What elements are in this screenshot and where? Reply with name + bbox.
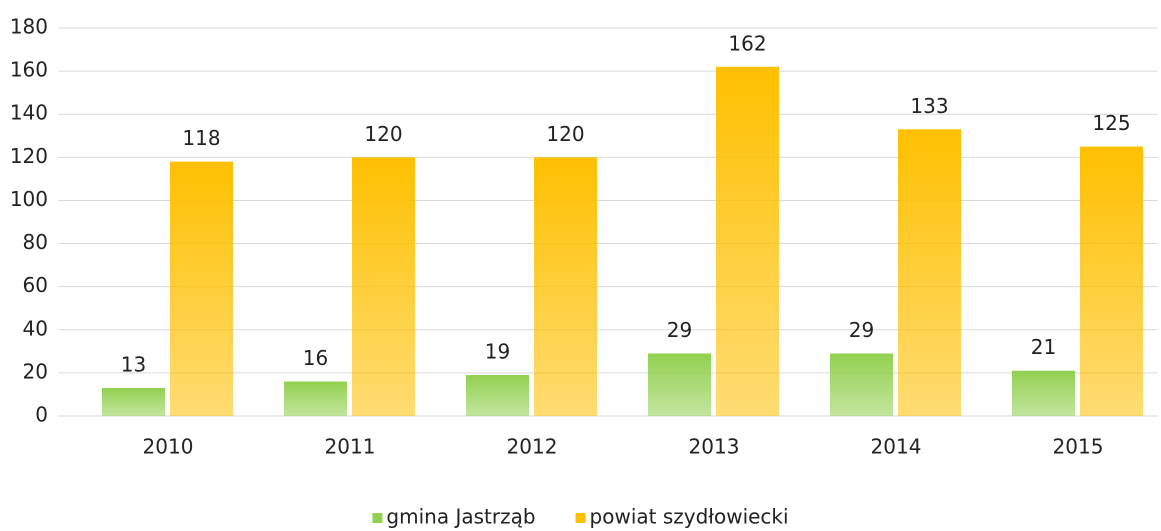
value-label: 162 [728,31,766,55]
bar [352,157,415,417]
bar [284,381,347,416]
value-label: 125 [1092,111,1130,135]
value-label: 19 [485,340,510,364]
y-tick-label: 120 [10,144,48,168]
y-tick-label: 80 [23,230,48,254]
x-tick-label: 2012 [507,435,558,459]
y-tick-label: 60 [23,273,48,297]
bar [1012,370,1075,416]
x-tick-label: 2010 [143,435,194,459]
value-label: 29 [849,318,874,342]
bar [716,66,779,417]
x-tick-label: 2013 [689,435,740,459]
value-label: 13 [121,352,146,376]
bar [466,375,529,416]
value-label: 29 [667,318,692,342]
legend-item: powiat szydłowiecki [575,505,789,529]
y-tick-label: 180 [10,15,48,39]
legend-label: gmina Jastrząb [386,505,535,529]
value-label: 133 [910,94,948,118]
value-label: 118 [182,126,220,150]
legend-swatch [575,513,586,523]
value-label: 21 [1031,335,1056,359]
bar [534,157,597,417]
x-tick-label: 2011 [325,435,376,459]
y-tick-label: 160 [10,58,48,82]
bar [898,129,961,417]
legend-label: powiat szydłowiecki [590,505,789,529]
value-label: 120 [546,122,584,146]
value-label: 16 [303,346,328,370]
y-tick-label: 20 [23,359,48,383]
legend-item: gmina Jastrząb [372,505,536,529]
y-tick-label: 0 [35,403,48,427]
y-tick-label: 140 [10,101,48,125]
bar [830,353,893,416]
x-tick-label: 2014 [871,435,922,459]
y-tick-label: 100 [10,187,48,211]
y-tick-label: 40 [23,316,48,340]
bar [170,161,233,416]
legend-swatch [372,513,383,523]
value-label: 120 [364,122,402,146]
bar [102,387,165,416]
x-tick-label: 2015 [1053,435,1104,459]
bar [1080,146,1143,417]
bar [648,353,711,416]
